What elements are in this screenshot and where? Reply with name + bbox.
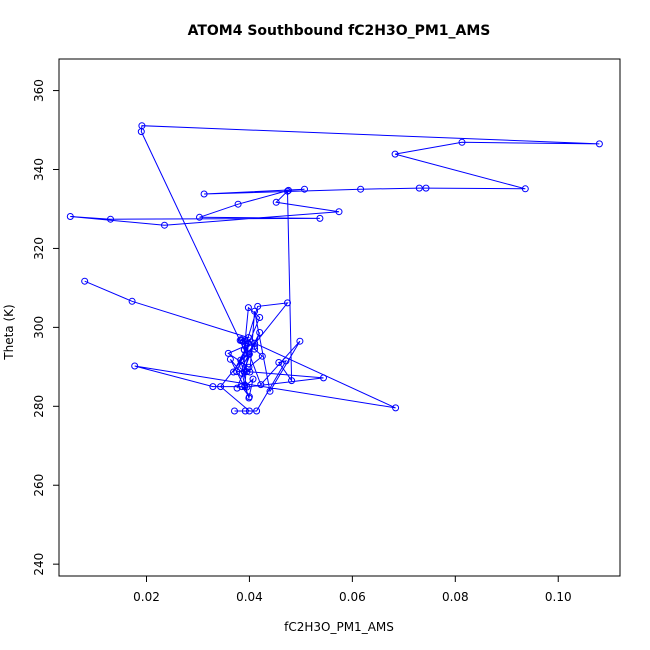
data-point bbox=[595, 140, 603, 148]
data-point bbox=[107, 215, 114, 223]
data-point bbox=[230, 368, 237, 376]
x-axis-label: fC2H3O_PM1_AMS bbox=[284, 620, 394, 634]
data-point bbox=[196, 213, 203, 221]
x-tick-label: 0.04 bbox=[236, 590, 263, 604]
data-point bbox=[415, 184, 423, 192]
data-point bbox=[284, 299, 291, 307]
y-tick-label: 340 bbox=[32, 158, 46, 181]
data-point bbox=[296, 337, 304, 345]
x-tick-label: 0.02 bbox=[133, 590, 160, 604]
data-point bbox=[234, 200, 242, 208]
data-point bbox=[251, 339, 259, 347]
data-point bbox=[253, 407, 261, 415]
data-point bbox=[249, 375, 257, 383]
y-tick-label: 300 bbox=[32, 316, 46, 339]
data-point bbox=[272, 198, 280, 206]
data-point bbox=[521, 185, 529, 193]
data-point bbox=[81, 277, 89, 285]
x-tick-label: 0.10 bbox=[545, 590, 572, 604]
data-point bbox=[391, 150, 399, 158]
data-point bbox=[257, 381, 265, 389]
data-point bbox=[217, 383, 225, 391]
x-tick-label: 0.06 bbox=[339, 590, 366, 604]
y-tick-label: 240 bbox=[32, 553, 46, 576]
y-tick-label: 280 bbox=[32, 395, 46, 418]
data-point bbox=[320, 374, 327, 382]
data-point bbox=[245, 407, 253, 415]
data-point bbox=[256, 314, 264, 321]
data-point bbox=[392, 404, 400, 412]
y-tick-label: 260 bbox=[32, 474, 46, 497]
data-point bbox=[224, 349, 232, 357]
data-point bbox=[251, 342, 259, 350]
data-point bbox=[335, 208, 343, 216]
data-point bbox=[66, 213, 74, 220]
data-point bbox=[256, 329, 264, 336]
data-point bbox=[237, 356, 245, 364]
data-point bbox=[254, 302, 262, 310]
y-axis-label: Theta (K) bbox=[2, 304, 16, 360]
data-point bbox=[275, 359, 283, 366]
data-point bbox=[357, 185, 365, 193]
series-layer bbox=[66, 122, 603, 415]
data-point bbox=[233, 384, 241, 392]
data-point bbox=[251, 307, 259, 315]
y-axis-ticks: 240 260 280 300 320 340 360 bbox=[32, 79, 59, 576]
data-point bbox=[422, 184, 430, 192]
data-point bbox=[226, 355, 234, 363]
x-tick-label: 0.08 bbox=[442, 590, 469, 604]
data-point bbox=[245, 393, 253, 401]
data-point bbox=[258, 352, 266, 360]
data-point bbox=[238, 383, 246, 391]
data-point bbox=[301, 185, 308, 193]
data-point bbox=[240, 346, 248, 354]
plot-frame bbox=[58, 58, 621, 577]
data-point bbox=[161, 221, 168, 229]
data-point bbox=[266, 387, 274, 395]
data-point bbox=[282, 357, 290, 365]
chart-title: ATOM4 Southbound fC2H3O_PM1_AMS bbox=[188, 23, 491, 39]
data-point bbox=[284, 187, 291, 195]
data-point bbox=[244, 304, 252, 312]
data-point bbox=[200, 190, 208, 198]
data-point bbox=[458, 138, 466, 146]
x-axis-ticks: 0.02 0.04 0.06 0.08 0.10 bbox=[133, 576, 572, 604]
data-point bbox=[240, 368, 248, 376]
data-point bbox=[285, 186, 292, 194]
data-point bbox=[128, 297, 136, 305]
data-point bbox=[131, 362, 139, 370]
data-point bbox=[209, 383, 217, 391]
data-point bbox=[238, 370, 246, 377]
data-point bbox=[241, 407, 249, 415]
data-point bbox=[231, 407, 238, 415]
data-point bbox=[288, 377, 296, 385]
data-point bbox=[243, 368, 251, 376]
y-tick-label: 320 bbox=[32, 237, 46, 260]
data-point bbox=[236, 336, 244, 344]
data-point bbox=[316, 214, 324, 222]
data-point bbox=[245, 350, 253, 358]
data-point bbox=[137, 128, 145, 136]
y-tick-label: 360 bbox=[32, 79, 46, 102]
